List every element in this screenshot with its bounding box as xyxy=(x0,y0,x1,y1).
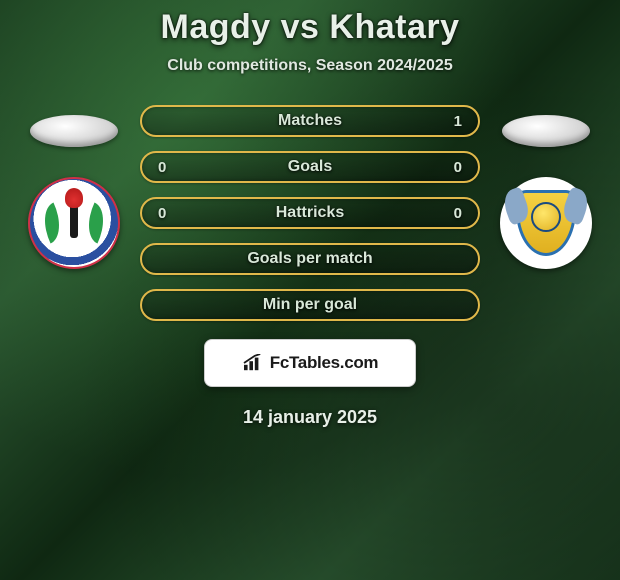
chart-icon xyxy=(242,354,264,372)
stat-right-value: 0 xyxy=(450,205,462,222)
stat-label: Min per goal xyxy=(142,296,478,314)
stat-label: Hattricks xyxy=(142,204,478,222)
stats-list: Matches 1 0 Goals 0 0 Hattricks 0 Goals … xyxy=(140,105,480,321)
stat-row: Goals per match xyxy=(140,243,480,275)
stat-left-value: 0 xyxy=(158,159,170,176)
stat-label: Goals xyxy=(142,158,478,176)
player-left-portrait xyxy=(30,115,118,147)
left-column xyxy=(24,105,124,269)
stat-row: Min per goal xyxy=(140,289,480,321)
stat-row: 0 Goals 0 xyxy=(140,151,480,183)
content-row: Matches 1 0 Goals 0 0 Hattricks 0 Goals … xyxy=(0,105,620,321)
page-title: Magdy vs Khatary xyxy=(161,8,460,47)
club-logo-right xyxy=(500,177,592,269)
club-logo-left xyxy=(28,177,120,269)
comparison-card: Magdy vs Khatary Club competitions, Seas… xyxy=(0,0,620,428)
stat-label: Matches xyxy=(142,112,478,130)
brand-text: FcTables.com xyxy=(270,353,379,373)
date-text: 14 january 2025 xyxy=(243,407,377,428)
stat-right-value: 0 xyxy=(450,159,462,176)
brand-pill: FcTables.com xyxy=(204,339,416,387)
subtitle: Club competitions, Season 2024/2025 xyxy=(167,57,452,75)
stat-label: Goals per match xyxy=(142,250,478,268)
stat-right-value: 1 xyxy=(450,113,462,130)
stat-left-value: 0 xyxy=(158,205,170,222)
player-right-portrait xyxy=(502,115,590,147)
right-column xyxy=(496,105,596,269)
stat-row: Matches 1 xyxy=(140,105,480,137)
stat-row: 0 Hattricks 0 xyxy=(140,197,480,229)
